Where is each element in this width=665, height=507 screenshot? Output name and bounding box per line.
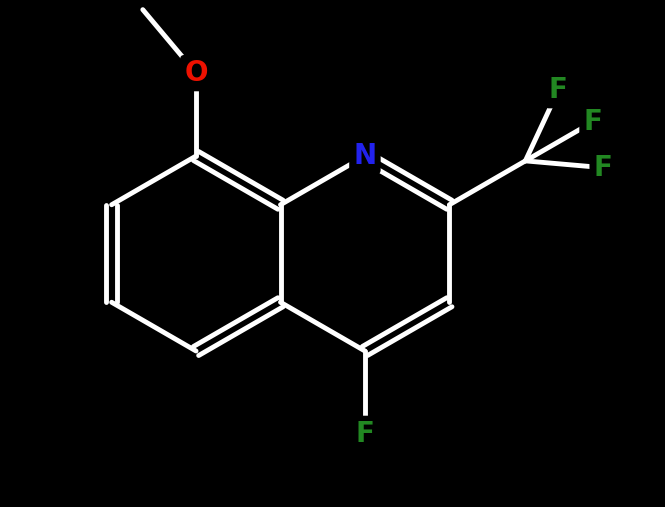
Text: O: O: [184, 59, 208, 87]
Text: F: F: [594, 154, 612, 182]
Text: F: F: [583, 108, 602, 136]
Text: N: N: [353, 142, 376, 170]
Text: F: F: [549, 76, 568, 104]
Text: F: F: [356, 420, 374, 448]
